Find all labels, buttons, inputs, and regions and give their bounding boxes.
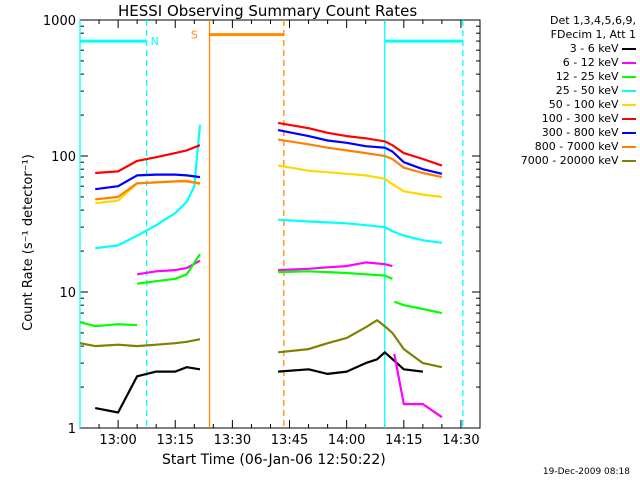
legend-label: 7000 - 20000 keV	[520, 154, 622, 167]
chart-title: HESSI Observing Summary Count Rates	[118, 2, 418, 20]
legend-entry: 300 - 800 keV	[542, 126, 636, 139]
series-line	[95, 173, 201, 191]
series-line	[393, 300, 443, 315]
x-tick-label: 13:00	[99, 433, 136, 448]
legend-swatch	[622, 90, 636, 92]
series-line	[393, 353, 443, 419]
legend-entry: 12 - 25 keV	[556, 70, 636, 83]
y-tick-label: 1000	[43, 14, 76, 29]
x-tick-label: 13:45	[271, 433, 308, 448]
x-tick-label: 14:15	[385, 433, 422, 448]
flag-annotation: S	[191, 29, 198, 42]
legend-swatch	[622, 76, 636, 78]
legend-entry: 50 - 100 keV	[549, 98, 636, 111]
series-line	[94, 366, 201, 414]
x-tick-label: 14:00	[328, 433, 365, 448]
legend-swatch	[622, 48, 636, 50]
legend-header-1: Det 1,3,4,5,6,9,	[549, 14, 636, 27]
legend-swatch	[622, 104, 636, 106]
legend-label: 800 - 7000 keV	[534, 140, 622, 153]
series-line	[278, 351, 424, 375]
legend-label: 25 - 50 keV	[555, 84, 622, 97]
series-line	[277, 319, 443, 369]
legend-entry: 100 - 300 keV	[542, 112, 636, 125]
series-line	[137, 338, 201, 348]
x-tick-label: 13:30	[214, 433, 251, 448]
legend-swatch	[622, 160, 636, 162]
legend-label: 100 - 300 keV	[541, 112, 622, 125]
series-line	[277, 129, 443, 175]
plot-frame	[79, 19, 481, 429]
series-line	[79, 321, 138, 328]
legend-swatch	[622, 132, 636, 134]
y-tick-label: 100	[51, 150, 76, 165]
flag-annotation: N	[151, 35, 159, 48]
legend-label: 300 - 800 keV	[541, 126, 622, 139]
legend-entry: 25 - 50 keV	[556, 84, 636, 97]
series-line	[95, 144, 201, 175]
series-line	[79, 342, 138, 348]
legend-swatch	[622, 146, 636, 148]
series-line	[136, 253, 201, 285]
y-axis-label: Count Rate (s⁻¹ detector⁻¹)	[20, 154, 36, 331]
y-tick-label: 10	[59, 286, 76, 301]
legend-label: 3 - 6 keV	[569, 42, 622, 55]
series-line	[278, 261, 393, 272]
legend-header-2: FDecim 1, Att 1	[550, 28, 636, 41]
legend-entry: 800 - 7000 keV	[535, 140, 636, 153]
legend-swatch	[622, 118, 636, 120]
series-line	[277, 138, 443, 179]
x-tick-label: 13:15	[157, 433, 194, 448]
legend-swatch	[622, 62, 636, 64]
x-tick-label: 14:30	[442, 433, 479, 448]
legend-entry: 6 - 12 keV	[563, 56, 636, 69]
x-axis-label: Start Time (06-Jan-06 12:50:22)	[162, 452, 386, 468]
series-line	[278, 270, 393, 280]
series-line	[277, 164, 443, 198]
series-line	[95, 124, 202, 250]
legend-entry: 3 - 6 keV	[570, 42, 636, 55]
legend-label: 12 - 25 keV	[555, 70, 622, 83]
legend-label: 50 - 100 keV	[548, 98, 622, 111]
y-tick-label: 1	[68, 422, 76, 437]
legend-label: 6 - 12 keV	[562, 56, 622, 69]
series-line	[278, 218, 443, 244]
series-line	[95, 180, 201, 201]
series-line	[277, 121, 443, 167]
legend-entry: 7000 - 20000 keV	[521, 154, 636, 167]
footer-timestamp: 19-Dec-2009 08:18	[542, 467, 630, 477]
